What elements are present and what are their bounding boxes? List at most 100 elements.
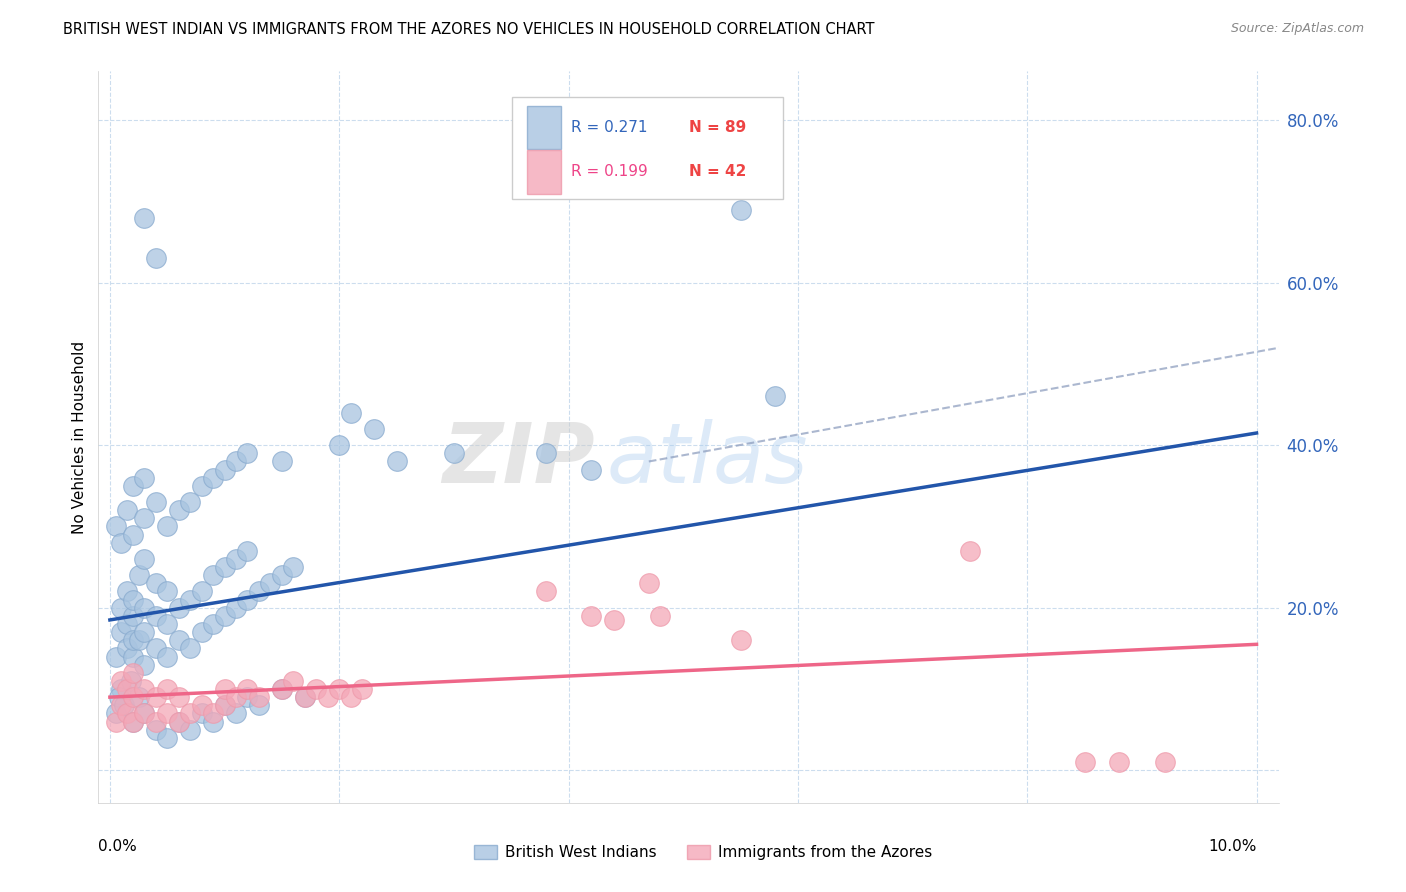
Point — [305, 681, 328, 696]
Point — [1073, 755, 1095, 769]
Point — [214, 681, 236, 696]
Point — [121, 633, 143, 648]
Text: atlas: atlas — [606, 418, 808, 500]
Point — [112, 698, 135, 713]
Point — [128, 633, 150, 648]
Point — [202, 617, 225, 632]
Text: BRITISH WEST INDIAN VS IMMIGRANTS FROM THE AZORES NO VEHICLES IN HOUSEHOLD CORRE: BRITISH WEST INDIAN VS IMMIGRANTS FROM T… — [63, 22, 875, 37]
Point — [104, 706, 127, 721]
Point — [110, 673, 132, 688]
Point — [214, 560, 236, 574]
Point — [236, 446, 259, 460]
Point — [120, 673, 142, 688]
Point — [145, 608, 167, 623]
Point — [179, 706, 201, 721]
Point — [110, 625, 132, 640]
Text: 0.0%: 0.0% — [98, 839, 138, 855]
Point — [581, 608, 603, 623]
Point — [121, 479, 143, 493]
Point — [128, 568, 150, 582]
Point — [294, 690, 316, 705]
FancyBboxPatch shape — [527, 105, 561, 149]
Point — [214, 698, 236, 713]
Point — [247, 698, 270, 713]
Point — [121, 690, 143, 705]
Point — [328, 438, 350, 452]
Point — [121, 527, 143, 541]
Point — [134, 552, 156, 566]
Point — [115, 706, 138, 721]
Point — [202, 471, 225, 485]
Legend: British West Indians, Immigrants from the Azores: British West Indians, Immigrants from th… — [468, 839, 938, 866]
Point — [134, 471, 156, 485]
Point — [156, 681, 179, 696]
Point — [145, 690, 167, 705]
Point — [156, 617, 179, 632]
Point — [294, 690, 316, 705]
Point — [110, 698, 132, 713]
Point — [115, 584, 138, 599]
Point — [283, 560, 305, 574]
Point — [214, 608, 236, 623]
Text: R = 0.271: R = 0.271 — [571, 120, 647, 135]
Text: ZIP: ZIP — [441, 418, 595, 500]
Point — [270, 681, 292, 696]
Point — [110, 681, 132, 696]
Point — [167, 714, 190, 729]
Point — [134, 706, 156, 721]
Point — [225, 454, 247, 468]
Point — [352, 681, 374, 696]
Point — [121, 714, 143, 729]
Point — [259, 576, 281, 591]
Point — [236, 544, 259, 558]
Point — [167, 600, 190, 615]
Point — [270, 568, 292, 582]
Point — [247, 584, 270, 599]
Point — [214, 698, 236, 713]
Point — [1108, 755, 1130, 769]
Point — [145, 252, 167, 266]
Text: N = 89: N = 89 — [689, 120, 747, 135]
Point — [236, 592, 259, 607]
Point — [134, 511, 156, 525]
Point — [363, 422, 385, 436]
Point — [145, 641, 167, 656]
Point — [134, 706, 156, 721]
Point — [134, 657, 156, 672]
Point — [128, 690, 150, 705]
Point — [121, 714, 143, 729]
Point — [603, 613, 626, 627]
Point — [167, 690, 190, 705]
Point — [1153, 755, 1175, 769]
Point — [179, 495, 201, 509]
Point — [167, 503, 190, 517]
Point — [202, 706, 225, 721]
Point — [763, 389, 786, 403]
Point — [115, 617, 138, 632]
Point — [202, 568, 225, 582]
Text: 10.0%: 10.0% — [1208, 839, 1257, 855]
Point — [121, 592, 143, 607]
Point — [179, 641, 201, 656]
Text: Source: ZipAtlas.com: Source: ZipAtlas.com — [1230, 22, 1364, 36]
Point — [134, 211, 156, 225]
Point — [115, 503, 138, 517]
Point — [134, 600, 156, 615]
Point — [225, 600, 247, 615]
Point — [104, 714, 127, 729]
Point — [156, 519, 179, 533]
Point — [156, 706, 179, 721]
Point — [283, 673, 305, 688]
Point — [115, 681, 138, 696]
Point — [179, 592, 201, 607]
Point — [270, 681, 292, 696]
Point — [167, 714, 190, 729]
Point — [110, 535, 132, 549]
Point — [959, 544, 981, 558]
Point — [225, 552, 247, 566]
Point — [179, 723, 201, 737]
Point — [108, 690, 131, 705]
Point — [145, 723, 167, 737]
Point — [104, 519, 127, 533]
Point — [156, 731, 179, 745]
